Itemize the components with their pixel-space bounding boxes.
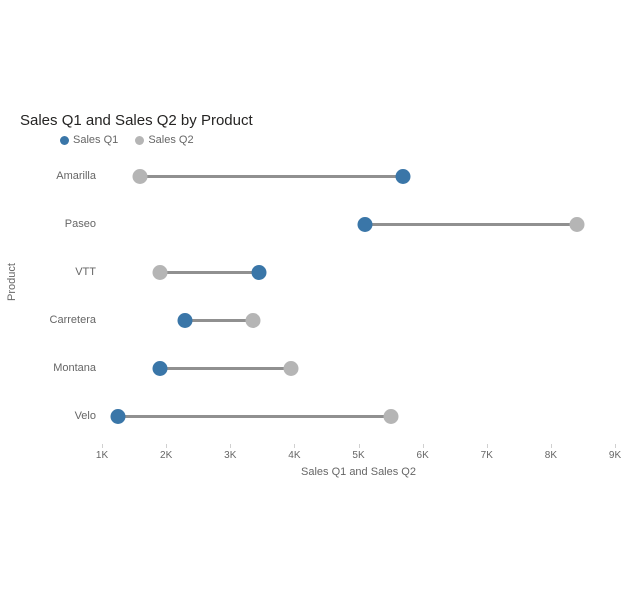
y-tick-label: Carretera bbox=[50, 314, 96, 326]
x-tick-label: 6K bbox=[417, 450, 429, 461]
legend-item-q2[interactable]: Sales Q2 bbox=[135, 134, 193, 146]
legend-dot-q2 bbox=[135, 136, 144, 145]
x-tick-label: 5K bbox=[352, 450, 364, 461]
x-tick-line bbox=[487, 444, 488, 448]
x-tick-line bbox=[615, 444, 616, 448]
connector-line bbox=[118, 415, 391, 418]
x-tick-label: 8K bbox=[545, 450, 557, 461]
chart-title: Sales Q1 and Sales Q2 by Product bbox=[20, 112, 253, 129]
x-axis-title: Sales Q1 and Sales Q2 bbox=[102, 466, 615, 478]
x-tick-label: 2K bbox=[160, 450, 172, 461]
x-tick-line bbox=[551, 444, 552, 448]
legend-item-q1[interactable]: Sales Q1 bbox=[60, 134, 118, 146]
x-tick-line bbox=[359, 444, 360, 448]
connector-line bbox=[160, 271, 259, 274]
marker-q1[interactable] bbox=[252, 265, 267, 280]
marker-q1[interactable] bbox=[152, 361, 167, 376]
plot-area bbox=[102, 158, 615, 444]
x-tick-label: 3K bbox=[224, 450, 236, 461]
x-tick-label: 9K bbox=[609, 450, 621, 461]
y-tick-label: Amarilla bbox=[56, 170, 96, 182]
y-tick-label: VTT bbox=[75, 266, 96, 278]
marker-q2[interactable] bbox=[152, 265, 167, 280]
x-tick-label: 4K bbox=[288, 450, 300, 461]
connector-line bbox=[365, 223, 577, 226]
legend-label-q1: Sales Q1 bbox=[73, 134, 118, 146]
marker-q2[interactable] bbox=[569, 217, 584, 232]
marker-q2[interactable] bbox=[284, 361, 299, 376]
y-tick-label: Paseo bbox=[65, 218, 96, 230]
marker-q1[interactable] bbox=[357, 217, 372, 232]
marker-q2[interactable] bbox=[245, 313, 260, 328]
connector-line bbox=[185, 319, 252, 322]
connector-line bbox=[160, 367, 291, 370]
connector-line bbox=[140, 175, 403, 178]
x-tick-line bbox=[294, 444, 295, 448]
x-axis: 1K2K3K4K5K6K7K8K9K bbox=[102, 444, 615, 484]
chart-container: Sales Q1 and Sales Q2 by Product Sales Q… bbox=[0, 0, 640, 600]
marker-q1[interactable] bbox=[111, 409, 126, 424]
marker-q2[interactable] bbox=[133, 169, 148, 184]
x-tick-line bbox=[166, 444, 167, 448]
legend-dot-q1 bbox=[60, 136, 69, 145]
x-tick-label: 1K bbox=[96, 450, 108, 461]
legend-label-q2: Sales Q2 bbox=[148, 134, 193, 146]
y-tick-label: Velo bbox=[75, 410, 96, 422]
marker-q1[interactable] bbox=[178, 313, 193, 328]
x-tick-line bbox=[102, 444, 103, 448]
marker-q2[interactable] bbox=[383, 409, 398, 424]
legend: Sales Q1 Sales Q2 bbox=[60, 134, 208, 148]
marker-q1[interactable] bbox=[396, 169, 411, 184]
x-tick-line bbox=[423, 444, 424, 448]
x-tick-label: 7K bbox=[481, 450, 493, 461]
x-tick-line bbox=[230, 444, 231, 448]
y-axis-labels: Amarilla Paseo VTT Carretera Montana Velo bbox=[0, 158, 96, 444]
y-tick-label: Montana bbox=[53, 362, 96, 374]
